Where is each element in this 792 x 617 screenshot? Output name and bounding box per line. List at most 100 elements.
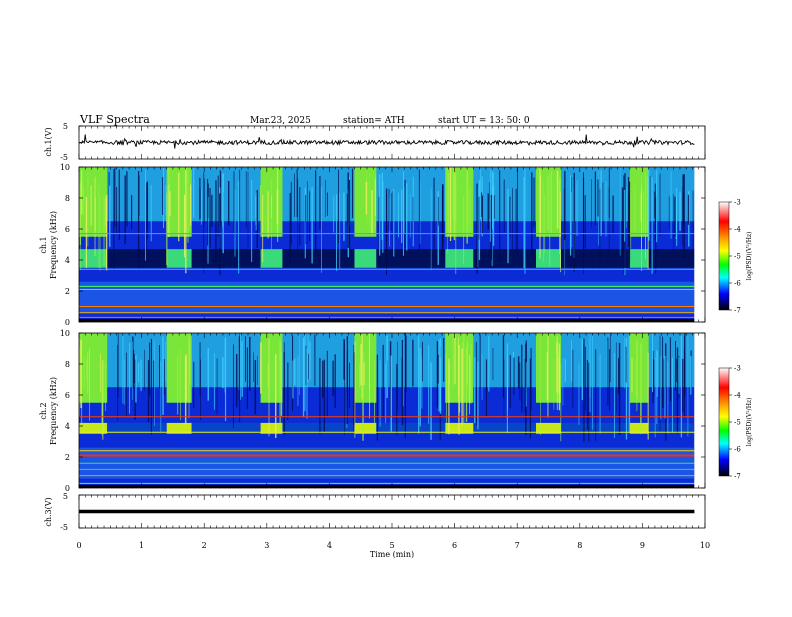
transmitter-burst-5 bbox=[445, 167, 474, 237]
start-time-label: start UT = 13: 50: 0 bbox=[438, 116, 530, 126]
transmitter-band-5 bbox=[445, 249, 474, 268]
frequency-tick-label: 4 bbox=[65, 256, 70, 265]
waveform-line bbox=[78, 134, 695, 149]
transmitter-band-7 bbox=[629, 422, 649, 434]
transmitter-band-1 bbox=[79, 249, 108, 268]
quiet-band-5 bbox=[473, 249, 536, 268]
spectrogram-bottom-strip bbox=[79, 484, 695, 488]
ch1-spectrogram-panel: 10 8 6 4 2 0 ch.1 Frequency (kHz) bbox=[39, 163, 706, 327]
colorbar-tick-label: -5 bbox=[734, 253, 741, 261]
ch1-wave-tick-top: 5 bbox=[63, 122, 68, 131]
ch1-colorbar-gradient bbox=[718, 201, 730, 311]
transmitter-burst-4 bbox=[354, 167, 377, 237]
quiet-band-7 bbox=[648, 249, 695, 268]
ch1-spec-ylabel-channel: ch.1 bbox=[39, 236, 48, 253]
colorbar-tick-label: -6 bbox=[734, 280, 741, 288]
ch2-colorbar-gradient bbox=[718, 367, 730, 477]
ch1-wave-tick-bottom: -5 bbox=[60, 153, 68, 162]
time-tick-label: 4 bbox=[327, 541, 332, 550]
frequency-tick-label: 0 bbox=[65, 484, 70, 493]
colorbar-tick-label: -4 bbox=[734, 226, 741, 234]
colorbar-tick-label: -5 bbox=[734, 419, 741, 427]
ch3-wave-tick-bottom: -5 bbox=[60, 523, 68, 532]
quiet-band-7 bbox=[648, 422, 695, 434]
frequency-tick-label: 6 bbox=[65, 225, 70, 234]
ch2-spec-ylabel-channel: ch.2 bbox=[39, 402, 48, 419]
ch2-spectrogram-panel: 10 8 6 4 2 0 ch.2 Frequency (kHz) bbox=[39, 329, 706, 493]
ch1-wave-ylabel: ch.1(V) bbox=[44, 127, 53, 156]
quiet-band-3 bbox=[282, 422, 355, 434]
station-label: station= ATH bbox=[343, 116, 405, 126]
frequency-tick-label: 8 bbox=[65, 194, 70, 203]
ch2-colorbar-ticks: -3 -4 -5 -6 -7 bbox=[729, 365, 741, 481]
transmitter-band-6 bbox=[535, 249, 562, 268]
transmitter-band-4 bbox=[354, 249, 377, 268]
ch2-frequency-ticks: 10 8 6 4 2 0 bbox=[60, 329, 705, 493]
ch3-waveform-trace bbox=[79, 494, 695, 529]
time-tick-label: 0 bbox=[76, 541, 81, 550]
frequency-tick-label: 10 bbox=[60, 329, 70, 338]
ch1-waveform-panel: 5 -5 ch.1(V) bbox=[44, 122, 706, 162]
transmitter-band-1 bbox=[79, 422, 108, 434]
time-tick-label: 8 bbox=[577, 541, 582, 550]
transmitter-band-6 bbox=[535, 422, 562, 434]
ch1-waveform-trace bbox=[78, 125, 695, 160]
quiet-band-3 bbox=[282, 249, 355, 268]
ch2-spectrogram-image bbox=[78, 333, 705, 488]
frequency-tick-label: 6 bbox=[65, 391, 70, 400]
quiet-band-1 bbox=[107, 249, 167, 268]
colorbar-tick-label: -3 bbox=[734, 199, 741, 207]
ch3-waveform-panel: 5 -5 ch.3(V) bbox=[44, 492, 706, 532]
ch2-spec-ylabel-frequency: Frequency (kHz) bbox=[49, 377, 58, 445]
ch1-spectrogram-image bbox=[79, 167, 705, 322]
frequency-tick-label: 10 bbox=[60, 163, 70, 172]
time-tick-label: 5 bbox=[389, 541, 394, 550]
transmitter-burst-3 bbox=[260, 333, 283, 403]
quiet-band-5 bbox=[473, 422, 536, 434]
transmitter-band-3 bbox=[260, 249, 283, 268]
colorbar-tick-label: -4 bbox=[734, 392, 741, 400]
ch2-colorbar-label: log(PSD)(V²/Hz) bbox=[746, 398, 753, 447]
ch2-colorbar: -3 -4 -5 -6 -7 log(PSD)(V²/Hz) bbox=[718, 365, 753, 481]
time-tick-label: 10 bbox=[700, 541, 710, 550]
colorbar-tick-label: -3 bbox=[734, 365, 741, 373]
no-data-region bbox=[694, 333, 705, 488]
colorbar-tick-label: -7 bbox=[734, 307, 741, 315]
transmitter-burst-4 bbox=[354, 333, 377, 403]
time-tick-label: 3 bbox=[264, 541, 269, 550]
frequency-tick-label: 8 bbox=[65, 360, 70, 369]
figure-title: VLF Spectra bbox=[79, 113, 150, 126]
frequency-tick-label: 4 bbox=[65, 422, 70, 431]
transmitter-band-3 bbox=[260, 422, 283, 434]
time-tick-label: 1 bbox=[139, 541, 144, 550]
ch1-frequency-ticks: 10 8 6 4 2 0 bbox=[60, 163, 705, 327]
time-tick-label: 2 bbox=[202, 541, 207, 550]
time-tick-label: 6 bbox=[452, 541, 457, 550]
frequency-tick-label: 2 bbox=[65, 287, 70, 296]
quiet-band-4 bbox=[376, 422, 446, 434]
transmitter-burst-7 bbox=[629, 333, 649, 403]
time-tick-label: 7 bbox=[515, 541, 520, 550]
spectrogram-bottom-strip bbox=[79, 318, 695, 322]
frequency-tick-label: 0 bbox=[65, 318, 70, 327]
time-axis: 0 1 2 3 4 5 6 7 8 9 10 bbox=[76, 126, 710, 550]
quiet-band-2 bbox=[191, 249, 261, 268]
transmitter-burst-2 bbox=[166, 333, 192, 403]
quiet-band-6 bbox=[561, 249, 630, 268]
ch1-colorbar-label: log(PSD)(V²/Hz) bbox=[746, 232, 753, 281]
date-label: Mar.23, 2025 bbox=[250, 116, 311, 126]
transmitter-band-2 bbox=[166, 422, 192, 434]
transmitter-band-4 bbox=[354, 422, 377, 434]
ch1-colorbar-ticks: -3 -4 -5 -6 -7 bbox=[729, 199, 741, 315]
transmitter-band-2 bbox=[166, 249, 192, 268]
no-data-region bbox=[694, 167, 705, 322]
colorbar-tick-label: -7 bbox=[734, 473, 741, 481]
spectrogram-low-band bbox=[79, 281, 695, 313]
quiet-band-1 bbox=[107, 422, 167, 434]
ch1-colorbar: -3 -4 -5 -6 -7 log(PSD)(V²/Hz) bbox=[718, 199, 753, 315]
ch3-wave-ylabel: ch.3(V) bbox=[44, 497, 53, 526]
time-tick-label: 9 bbox=[640, 541, 645, 550]
ch1-spec-ylabel-frequency: Frequency (kHz) bbox=[49, 211, 58, 279]
